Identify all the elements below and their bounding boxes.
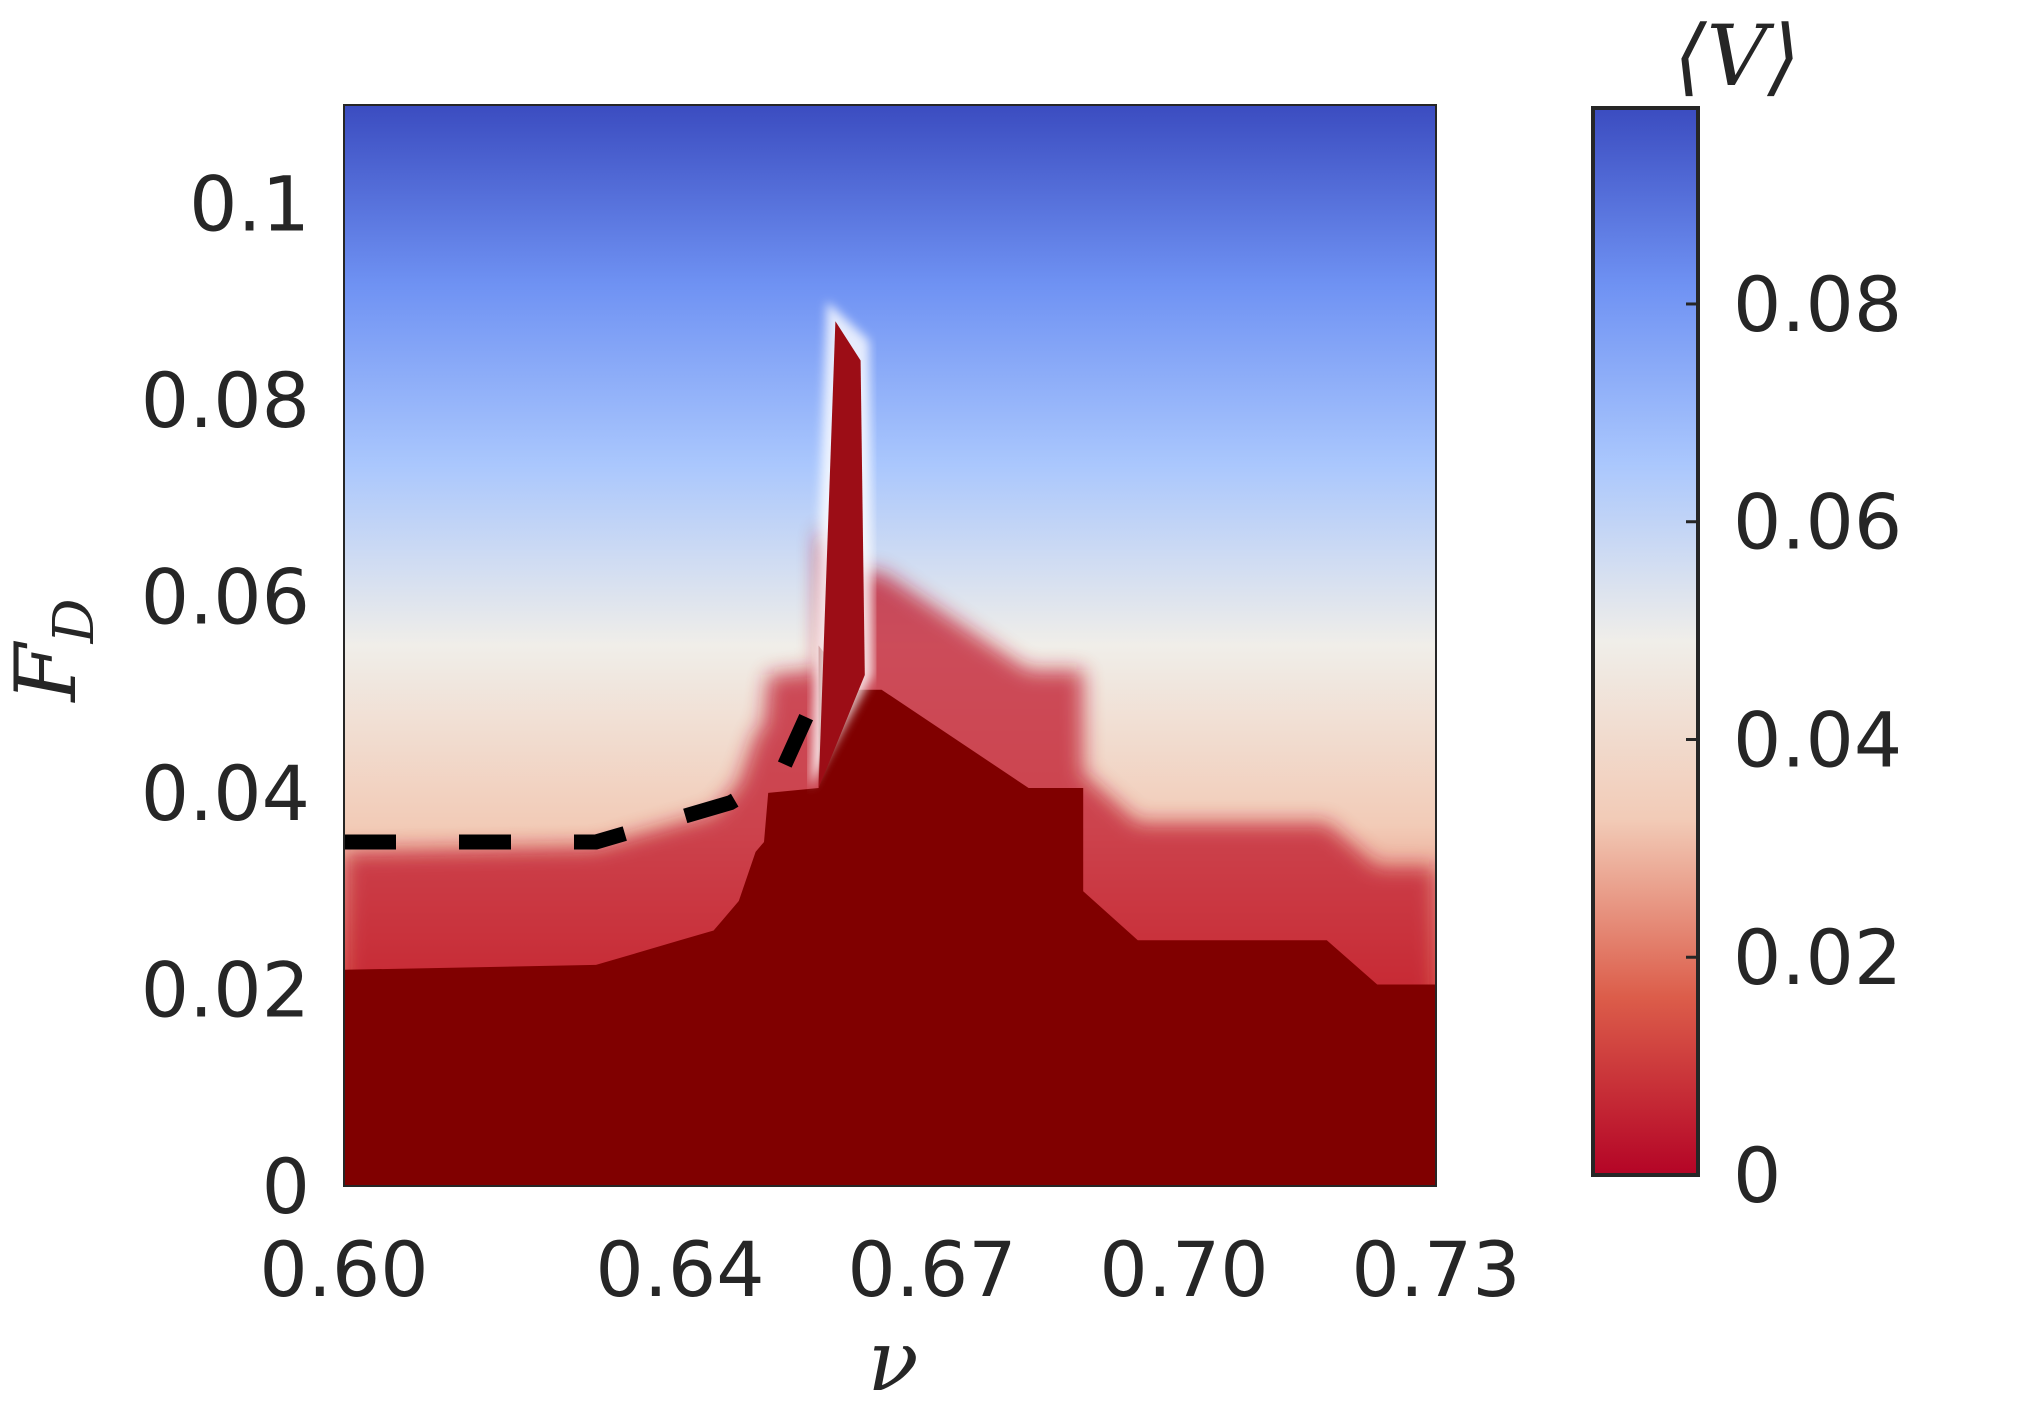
y-axis-label-subscript: D [42,598,107,644]
x-tick-label: 0.64 [595,1225,764,1314]
colorbar-label: ⟨V⟩ [1674,7,1800,105]
svg-text:FD: FD [0,598,107,703]
y-tick-label: 0.1 [189,159,310,248]
plot-area [343,104,1437,1187]
x-tick-label: 0.70 [1099,1225,1268,1314]
colorbar-tick-label: 0.02 [1733,913,1902,1002]
pinned-spike [818,321,865,788]
plot-frame [343,104,1437,1187]
x-tick-label: 0.73 [1351,1225,1520,1314]
y-axis-label-main: F [0,641,95,704]
x-tick-label: 0.60 [259,1225,428,1314]
y-axis: 0 0.02 0.04 0.06 0.08 0.1 [141,159,310,1231]
colorbar-tick-label: 0 [1733,1131,1781,1220]
colorbar-tick-label: 0.06 [1733,478,1902,567]
colorbar: 0 0.02 0.04 0.06 0.08 ⟨V⟩ [1591,7,1902,1220]
y-tick-label: 0.08 [141,356,310,445]
y-tick-label: 0 [262,1142,310,1231]
x-axis: 0.60 0.64 0.67 0.70 0.73 [259,1225,1520,1314]
x-axis-label: ν [867,1312,918,1410]
colorbar-tick-label: 0.08 [1733,260,1902,349]
x-tick-label: 0.67 [847,1225,1016,1314]
y-tick-label: 0.06 [141,552,310,641]
colorbar-tick-label: 0.04 [1733,695,1902,784]
y-tick-label: 0.04 [141,749,310,838]
colorbar-gradient [1593,108,1698,1175]
dashed-boundary-line [344,686,826,850]
colorbar-frame [1591,106,1700,1177]
pinned-region [344,645,1436,1186]
y-axis-label: FD [0,598,107,703]
y-tick-label: 0.02 [141,945,310,1034]
